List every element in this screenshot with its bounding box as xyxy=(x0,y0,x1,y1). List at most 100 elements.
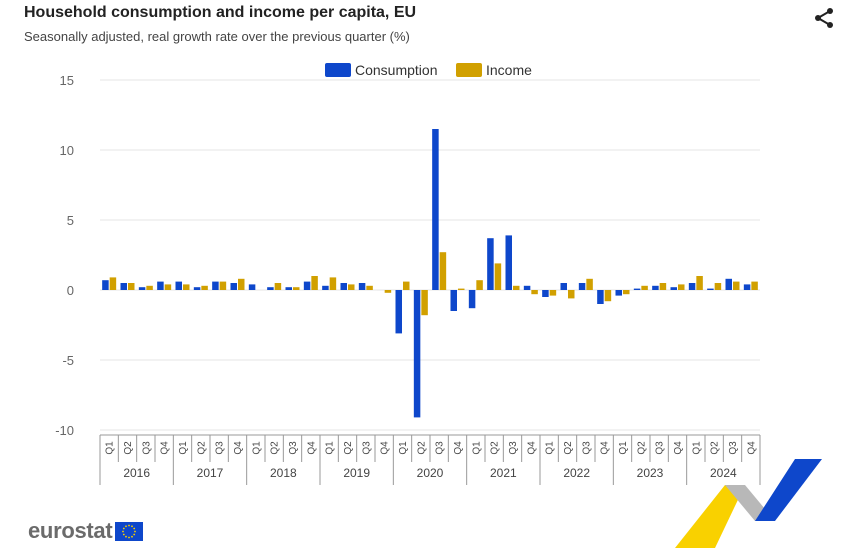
bar-consumption[interactable] xyxy=(670,287,678,290)
quarter-label: Q3 xyxy=(435,441,446,455)
bar-income[interactable] xyxy=(329,277,337,290)
bar-income[interactable] xyxy=(733,281,740,290)
bar-consumption[interactable] xyxy=(652,285,659,290)
bar-consumption[interactable] xyxy=(707,288,714,290)
share-icon[interactable] xyxy=(812,6,836,30)
bar-income[interactable] xyxy=(439,252,447,290)
bar-income[interactable] xyxy=(348,284,355,290)
bar-consumption[interactable] xyxy=(597,290,604,304)
bar-consumption[interactable] xyxy=(322,285,329,290)
bar-consumption[interactable] xyxy=(468,290,476,309)
quarter-label: Q1 xyxy=(178,441,189,455)
bar-income[interactable] xyxy=(549,290,557,296)
bar-income[interactable] xyxy=(274,283,282,290)
bar-consumption[interactable] xyxy=(303,281,311,290)
bar-consumption[interactable] xyxy=(542,290,549,297)
quarter-label: Q3 xyxy=(728,441,739,455)
bar-income[interactable] xyxy=(659,283,667,290)
bar-income[interactable] xyxy=(458,288,465,290)
flag-star xyxy=(128,536,131,538)
bar-consumption[interactable] xyxy=(578,283,586,290)
bar-consumption[interactable] xyxy=(487,238,494,290)
bar-income[interactable] xyxy=(201,285,208,290)
legend-label-consumption[interactable]: Consumption xyxy=(355,62,438,78)
bar-consumption[interactable] xyxy=(285,287,293,290)
bar-consumption[interactable] xyxy=(505,235,513,290)
bar-consumption[interactable] xyxy=(230,283,238,290)
flag-star xyxy=(123,527,126,529)
bar-consumption[interactable] xyxy=(523,285,531,290)
bar-consumption[interactable] xyxy=(102,280,109,290)
bar-income[interactable] xyxy=(513,285,520,290)
bar-income[interactable] xyxy=(714,283,722,290)
quarter-label: Q3 xyxy=(361,441,372,455)
bar-income[interactable] xyxy=(623,290,630,295)
bar-income[interactable] xyxy=(604,290,612,302)
quarter-label: Q4 xyxy=(306,441,317,455)
bar-income[interactable] xyxy=(238,278,245,290)
quarter-label: Q4 xyxy=(673,441,684,455)
bar-consumption[interactable] xyxy=(212,281,219,290)
quarter-label: Q4 xyxy=(746,441,757,455)
bar-income[interactable] xyxy=(293,287,300,290)
quarter-label: Q4 xyxy=(453,441,464,455)
year-label: 2021 xyxy=(490,466,517,480)
bar-consumption[interactable] xyxy=(560,283,568,290)
bar-consumption[interactable] xyxy=(175,281,183,290)
year-label: 2019 xyxy=(343,466,370,480)
bar-consumption[interactable] xyxy=(138,287,146,290)
bar-income[interactable] xyxy=(586,278,593,290)
bar-consumption[interactable] xyxy=(413,290,421,418)
quarter-label: Q4 xyxy=(526,441,537,455)
y-tick-label: 10 xyxy=(60,143,74,158)
y-tick-label: -10 xyxy=(55,423,74,438)
bar-consumption[interactable] xyxy=(248,284,256,290)
bar-income[interactable] xyxy=(366,285,373,290)
bar-income[interactable] xyxy=(531,290,538,295)
bar-income[interactable] xyxy=(219,281,227,290)
quarter-label: Q1 xyxy=(545,441,556,455)
decorative-ribbon xyxy=(675,459,822,548)
quarter-label: Q2 xyxy=(343,441,354,455)
bar-income[interactable] xyxy=(109,277,117,290)
bar-income[interactable] xyxy=(384,290,392,293)
flag-star xyxy=(128,524,131,526)
bar-consumption[interactable] xyxy=(193,287,201,290)
bar-income[interactable] xyxy=(128,283,135,290)
bar-consumption[interactable] xyxy=(743,284,751,290)
chart-subtitle: Seasonally adjusted, real growth rate ov… xyxy=(24,29,410,44)
bar-consumption[interactable] xyxy=(340,283,348,290)
bar-income[interactable] xyxy=(751,281,758,290)
bar-consumption[interactable] xyxy=(120,283,128,290)
bar-consumption[interactable] xyxy=(615,290,623,296)
bar-consumption[interactable] xyxy=(725,278,733,290)
bar-income[interactable] xyxy=(494,263,502,290)
flag-star xyxy=(122,530,125,532)
bar-consumption[interactable] xyxy=(688,283,696,290)
bar-consumption[interactable] xyxy=(633,288,641,290)
bar-income[interactable] xyxy=(403,281,410,290)
bar-income[interactable] xyxy=(311,276,318,290)
quarter-label: Q4 xyxy=(600,441,611,455)
bar-income[interactable] xyxy=(164,284,172,290)
bar-consumption[interactable] xyxy=(450,290,458,311)
bar-income[interactable] xyxy=(678,284,685,290)
bar-consumption[interactable] xyxy=(358,283,366,290)
bar-consumption[interactable] xyxy=(157,281,164,290)
eu-flag-icon xyxy=(115,521,144,541)
bar-consumption[interactable] xyxy=(432,129,439,290)
quarter-label: Q2 xyxy=(563,441,574,455)
bar-consumption[interactable] xyxy=(267,287,274,290)
bar-consumption[interactable] xyxy=(395,290,403,334)
year-label: 2020 xyxy=(417,466,444,480)
bar-income[interactable] xyxy=(421,290,428,316)
quarter-label: Q3 xyxy=(215,441,226,455)
bar-income[interactable] xyxy=(641,285,648,290)
bar-income[interactable] xyxy=(183,284,190,290)
bar-income[interactable] xyxy=(696,276,703,290)
legend-label-income[interactable]: Income xyxy=(486,62,532,78)
year-label: 2018 xyxy=(270,466,297,480)
bar-income[interactable] xyxy=(476,280,483,290)
bar-income[interactable] xyxy=(568,290,575,299)
bar-income[interactable] xyxy=(146,285,153,290)
